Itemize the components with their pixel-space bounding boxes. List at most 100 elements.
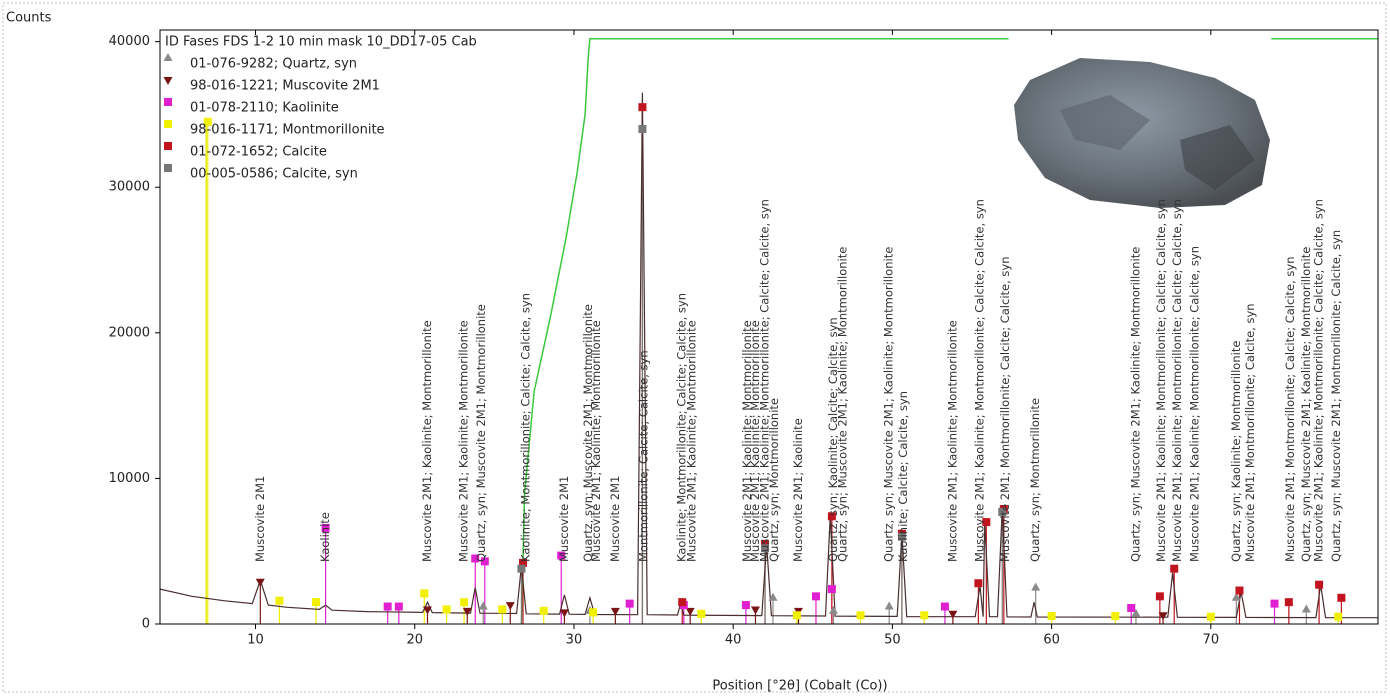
legend-marker: [164, 120, 172, 128]
phase-marker: [517, 565, 525, 573]
legend-label: 01-072-1652; Calcite: [190, 145, 327, 160]
peak-label: Quartz, syn; Muscovite 2M1; Kaolinite; M…: [1128, 247, 1142, 562]
chart: Counts Position [°2θ] (Cobalt (Co)) Musc…: [0, 0, 1390, 696]
phase-marker: [1315, 581, 1323, 589]
phase-marker: [974, 579, 982, 587]
phase-marker: [751, 606, 760, 614]
peak-label: Quartz, syn; Muscovite 2M1; Montmorillon…: [474, 304, 488, 562]
phase-marker: [1127, 604, 1135, 612]
legend-label: 01-076-9282; Quartz, syn: [190, 57, 357, 72]
phase-marker: [275, 597, 283, 605]
peak-label: Quartz, syn; Muscovite 2M1; Montmorillon…: [1329, 230, 1343, 562]
phase-marker: [540, 607, 548, 615]
peak-label: Muscovite 2M1; Kaolinite; Montmorillonit…: [457, 320, 471, 562]
x-tick-label: 40: [725, 633, 742, 648]
peak-label: Kaolinite: [318, 512, 332, 562]
phase-marker: [626, 600, 634, 608]
legend-label: 98-016-1221; Muscovite 2M1: [190, 79, 380, 94]
peak-label: Muscovite 2M1; Montmorillonite; Calcite;…: [998, 256, 1012, 562]
phase-marker: [1334, 613, 1342, 621]
phase-marker: [793, 611, 801, 619]
peak-label: Kaolinite; Montmorillonite; Calcite; Cal…: [519, 293, 533, 562]
peak-label: Quartz, syn; Muscovite 2M1; Kaolinite; M…: [882, 247, 896, 562]
phase-marker: [1048, 612, 1056, 620]
phase-marker: [697, 610, 705, 618]
x-tick-label: 50: [884, 633, 901, 648]
peak-label: Muscovite 2M1; Kaolinite; Montmorillonit…: [972, 199, 986, 562]
phase-marker: [479, 602, 488, 610]
legend-marker: [164, 164, 172, 172]
peak-label: Montmorillonite; Calcite; Calcite, syn: [637, 350, 651, 562]
peak-label: Quartz, syn; Montmorillonite: [1028, 398, 1042, 562]
phase-marker: [384, 603, 392, 611]
phase-marker: [312, 598, 320, 606]
x-tick-label: 60: [1043, 633, 1060, 648]
peak-label: Muscovite 2M1; Kaolinite; Montmorillonit…: [420, 320, 434, 562]
phase-marker: [1031, 583, 1040, 591]
peak-label: Muscovite 2M1; Kaolinite; Montmorillonit…: [1170, 199, 1184, 562]
phase-marker: [638, 125, 646, 133]
phase-marker: [920, 611, 928, 619]
phase-marker: [420, 589, 428, 597]
phase-marker: [395, 603, 403, 611]
legend-label: 01-078-2110; Kaolinite: [190, 101, 339, 116]
page: Counts Position [°2θ] (Cobalt (Co)) Musc…: [0, 0, 1390, 696]
y-tick-label: 40000: [109, 34, 150, 49]
peak-label: Muscovite 2M1; Kaolinite; Montmorillonit…: [945, 320, 959, 562]
peak-label: Muscovite 2M1; Kaolinite; Montmorillonit…: [1312, 199, 1326, 562]
x-axis-label: Position [°2θ] (Cobalt (Co)): [712, 679, 887, 694]
legend-marker: [164, 142, 172, 150]
phase-marker: [460, 598, 468, 606]
phase-marker: [638, 103, 646, 111]
peak-label: Muscovite 2M1: [608, 476, 622, 562]
legend-label: 00-005-0586; Calcite, syn: [190, 167, 358, 182]
phase-marker: [678, 598, 686, 606]
legend-marker: [164, 53, 173, 61]
phase-marker: [1156, 592, 1164, 600]
peak-label: Muscovite 2M1; Kaolinite: [791, 418, 805, 562]
y-tick-label: 10000: [109, 471, 150, 486]
peak-label: Muscovite 2M1; Montmorillonite; Calcite,…: [1243, 303, 1257, 562]
phase-marker: [812, 592, 820, 600]
y-axis-label: Counts: [6, 11, 52, 26]
phase-marker: [1207, 613, 1215, 621]
peak-label: Muscovite 2M1: [253, 476, 267, 562]
x-tick-label: 70: [1203, 633, 1220, 648]
x-tick-label: 30: [566, 633, 583, 648]
phase-marker: [857, 611, 865, 619]
legend-title: ID Fases FDS 1-2 10 min mask 10_DD17-05 …: [165, 35, 477, 50]
phase-marker: [829, 606, 838, 614]
phase-marker: [1235, 587, 1243, 595]
peak-label: Muscovite 2M1: [557, 476, 571, 562]
y-tick-label: 0: [142, 617, 150, 632]
phase-marker: [742, 601, 750, 609]
phase-marker: [506, 602, 515, 610]
peak-label: Muscovite 2M1; Kaolinite; Montmorillonit…: [589, 320, 603, 562]
peak-label: Quartz, syn; Montmorillonite: [767, 398, 781, 562]
phase-marker: [589, 608, 597, 616]
peak-label: Kaolinite; Calcite; Calcite, syn: [896, 391, 910, 562]
legend-marker: [164, 77, 173, 85]
phase-marker: [443, 605, 451, 613]
peak-label: Muscovite 2M1; Kaolinite; Montmorillonit…: [1187, 246, 1201, 562]
phase-marker: [1337, 594, 1345, 602]
peak-label: Quartz, syn; Muscovite 2M1; Kaolinite; M…: [836, 247, 850, 562]
peak-label: Muscovite 2M1; Kaolinite; Montmorillonit…: [684, 320, 698, 562]
phase-marker: [256, 579, 265, 587]
x-tick-label: 20: [406, 633, 423, 648]
legend-marker: [164, 98, 172, 106]
phase-marker: [1271, 600, 1279, 608]
y-tick-label: 30000: [109, 180, 150, 195]
y-tick-label: 20000: [109, 325, 150, 340]
phase-marker: [941, 603, 949, 611]
phase-marker: [1170, 565, 1178, 573]
legend-label: 98-016-1171; Montmorillonite: [190, 123, 385, 138]
phase-marker: [828, 585, 836, 593]
peak-label: Quartz, syn; Kaolinite; Montmorillonite: [1229, 341, 1243, 562]
phase-marker: [498, 605, 506, 613]
phase-marker: [1302, 604, 1311, 612]
peak-label: Muscovite 2M1; Montmorillonite; Calcite;…: [1283, 256, 1297, 562]
phase-marker: [1285, 598, 1293, 606]
phase-marker: [1111, 612, 1119, 620]
peak-label: Muscovite 2M1; Kaolinite; Montmorillonit…: [1154, 199, 1168, 562]
